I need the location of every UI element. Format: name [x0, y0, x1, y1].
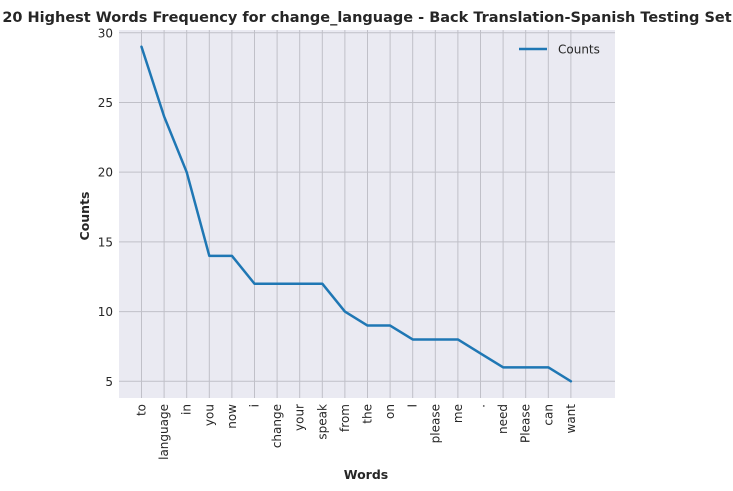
- x-tick-label: now: [225, 404, 239, 429]
- x-tick-label: can: [541, 404, 555, 426]
- y-axis-label: Counts: [77, 192, 92, 241]
- x-tick-label: you: [202, 404, 216, 426]
- x-tick-label: .: [474, 404, 488, 408]
- chart-title: 20 Highest Words Frequency for change_la…: [2, 10, 731, 26]
- x-tick-label: language: [157, 404, 171, 460]
- x-tick-label: from: [338, 404, 352, 432]
- x-tick-label: me: [451, 404, 465, 423]
- x-tick-label: in: [180, 404, 194, 415]
- y-axis-ticks: 5 10 15 20 25 30: [98, 26, 113, 388]
- x-tick-label: Please: [519, 404, 533, 443]
- series-lines: [140, 45, 573, 383]
- x-tick-label: change: [270, 404, 284, 448]
- legend-label: Counts: [558, 43, 600, 57]
- x-tick-label: the: [361, 404, 375, 424]
- x-tick-label: on: [383, 404, 397, 419]
- x-tick-label: I: [406, 404, 420, 408]
- x-tick-label: need: [496, 404, 510, 434]
- y-tick-label: 25: [98, 96, 113, 110]
- x-axis-ticks: to language in you now i change your speak from th…: [135, 404, 578, 460]
- x-tick-label: want: [564, 404, 578, 434]
- series-line: [140, 45, 573, 383]
- x-tick-label: your: [293, 404, 307, 431]
- x-tick-label: speak: [315, 404, 329, 440]
- x-tick-label: i: [248, 404, 262, 407]
- y-tick-label: 30: [98, 26, 113, 40]
- y-tick-label: 5: [105, 375, 113, 389]
- x-tick-label: to: [135, 404, 149, 416]
- y-tick-label: 10: [98, 305, 113, 319]
- grid-lines: [119, 30, 615, 398]
- legend: Counts: [519, 43, 600, 57]
- x-tick-label: please: [428, 404, 442, 443]
- x-axis-label: Words: [344, 467, 388, 482]
- y-tick-label: 15: [98, 235, 113, 249]
- y-tick-label: 20: [98, 166, 113, 180]
